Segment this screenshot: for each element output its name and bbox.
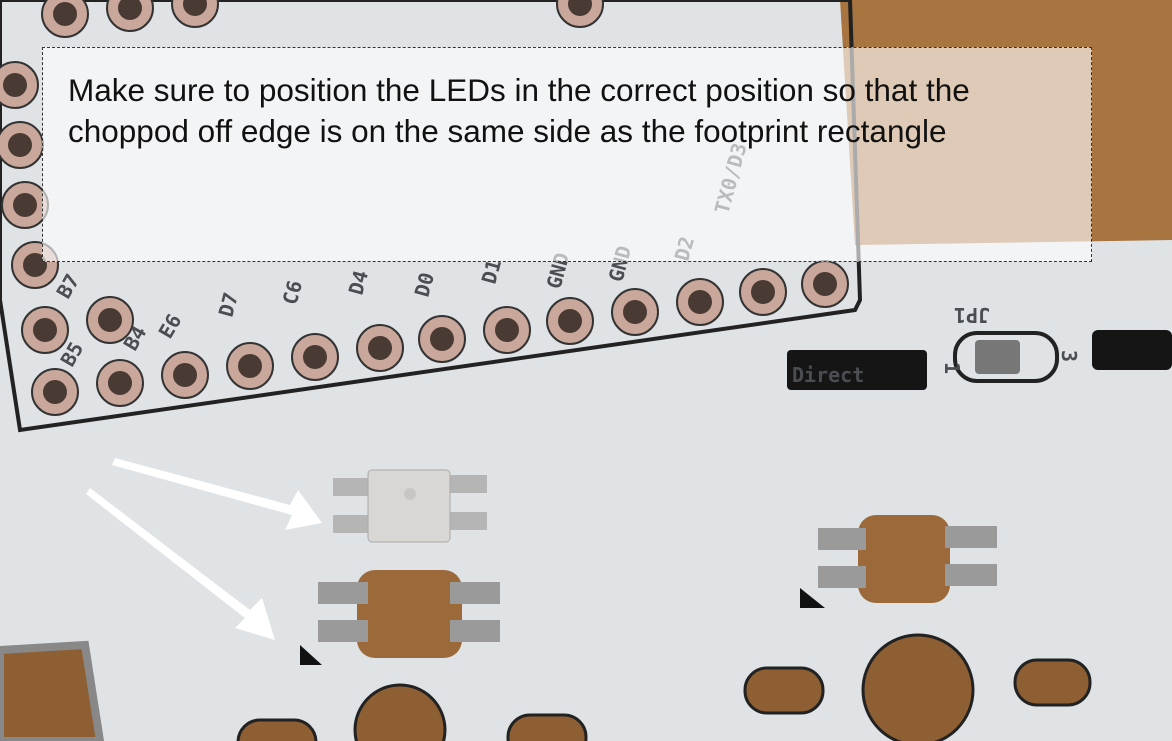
pin-hole xyxy=(3,73,27,97)
controller-outline xyxy=(0,0,863,433)
pad xyxy=(818,566,866,588)
pin-hole xyxy=(495,318,519,342)
led-cutout xyxy=(357,570,462,658)
pin-hole xyxy=(8,133,32,157)
pin-hole xyxy=(53,2,77,26)
pin-hole xyxy=(368,336,392,360)
pad xyxy=(450,582,500,604)
pin-hole xyxy=(108,371,132,395)
pin-hole xyxy=(118,0,142,20)
slot xyxy=(236,718,318,741)
corner-hole xyxy=(0,640,105,741)
pad xyxy=(945,526,997,548)
pin-hole xyxy=(238,354,262,378)
switch-hole xyxy=(861,633,975,741)
jumper-pad xyxy=(975,340,1020,374)
pad xyxy=(450,620,500,642)
pin-hole xyxy=(751,280,775,304)
silkscreen-label: JP1 xyxy=(954,303,990,327)
led xyxy=(367,469,451,543)
slot xyxy=(743,666,825,715)
pin-hole xyxy=(33,318,57,342)
pad xyxy=(818,528,866,550)
pin-hole xyxy=(173,363,197,387)
pad xyxy=(945,564,997,586)
silk-box xyxy=(1092,330,1172,370)
slot xyxy=(1013,658,1092,707)
pin-hole xyxy=(43,380,67,404)
pin-hole xyxy=(813,272,837,296)
led-dot xyxy=(404,488,416,500)
pin-hole xyxy=(558,309,582,333)
led-lead xyxy=(445,512,487,530)
led-lead xyxy=(333,515,373,533)
led-lead xyxy=(333,478,373,496)
pin-hole xyxy=(98,308,122,332)
caption-box: Make sure to position the LEDs in the co… xyxy=(42,47,1092,262)
pin-hole xyxy=(568,0,592,16)
footprint-marker xyxy=(800,588,825,608)
pin-hole xyxy=(430,327,454,351)
pin-hole xyxy=(23,253,47,277)
arrow xyxy=(86,488,275,640)
arrow xyxy=(112,458,322,530)
pad xyxy=(318,620,368,642)
pin-holes xyxy=(0,0,849,416)
pin-hole xyxy=(183,0,207,16)
silkscreen-label: 3 xyxy=(1057,350,1081,362)
pad xyxy=(318,582,368,604)
silkscreen-label: 1 xyxy=(940,362,964,374)
pin-hole xyxy=(623,300,647,324)
pin-hole xyxy=(13,193,37,217)
silkscreen-label: Direct xyxy=(792,363,864,387)
footprint-marker xyxy=(300,645,322,665)
pin-hole xyxy=(303,345,327,369)
jumper xyxy=(953,331,1059,383)
slot xyxy=(506,713,588,741)
pin-hole xyxy=(688,290,712,314)
caption: Make sure to position the LEDs in the co… xyxy=(68,72,970,149)
led-lead xyxy=(445,475,487,493)
switch-hole xyxy=(353,683,447,741)
silk-box xyxy=(787,350,927,390)
led-cutout xyxy=(858,515,950,603)
